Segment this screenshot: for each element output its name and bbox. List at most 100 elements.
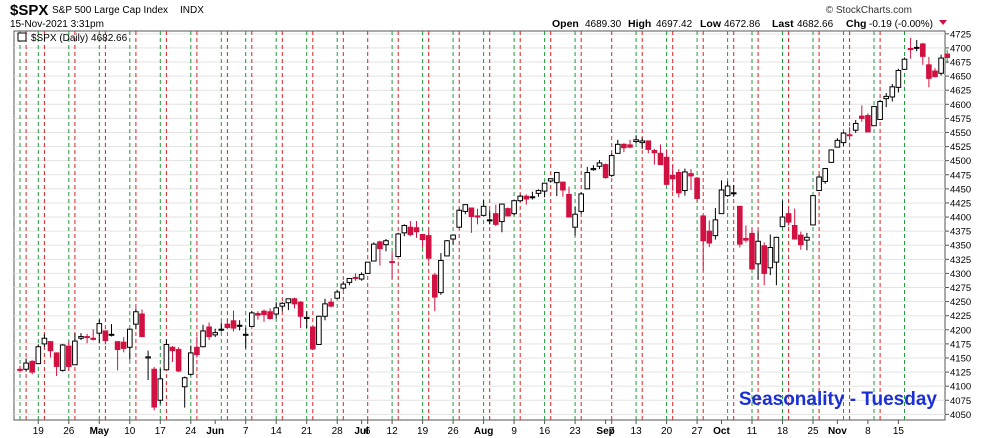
- candle-body: [627, 144, 633, 148]
- x-tick-label: 7: [609, 426, 615, 437]
- candle: [633, 135, 639, 144]
- candle-body: [602, 164, 609, 179]
- candle-body: [59, 344, 66, 371]
- candle: [773, 236, 780, 286]
- candle: [23, 358, 29, 372]
- candle-body: [450, 234, 456, 240]
- candle: [383, 239, 389, 252]
- candle: [432, 272, 438, 312]
- candle-body: [267, 311, 273, 320]
- candle: [895, 68, 902, 93]
- candle: [377, 240, 383, 266]
- candle-body: [822, 168, 829, 183]
- y-tick-label: 4475: [950, 170, 971, 181]
- candle-body: [511, 200, 517, 215]
- y-tick-label: 4550: [950, 128, 971, 139]
- candle: [517, 194, 524, 202]
- candle-body: [249, 312, 255, 327]
- candle: [852, 120, 859, 134]
- candle: [120, 337, 127, 353]
- candle: [395, 232, 401, 258]
- candle-body: [590, 168, 597, 171]
- candle-body: [901, 58, 908, 70]
- y-tick-label: 4625: [950, 86, 971, 97]
- candle-body: [889, 86, 896, 98]
- candle: [66, 341, 72, 371]
- candle: [743, 225, 749, 243]
- candle: [785, 209, 792, 226]
- candle: [676, 169, 682, 198]
- candle: [413, 220, 420, 238]
- candle: [608, 153, 615, 178]
- x-tick-label: 26: [448, 426, 460, 437]
- candle-body: [468, 207, 475, 217]
- candle: [261, 309, 267, 322]
- candle-body: [352, 276, 359, 279]
- candle-body: [432, 274, 438, 298]
- candle-body: [389, 261, 395, 264]
- legend: $SPX (Daily) 4682.66: [17, 32, 128, 44]
- y-tick-label: 4325: [950, 255, 971, 266]
- candle: [596, 160, 603, 170]
- candle-body: [340, 283, 347, 289]
- candle-body: [791, 225, 798, 240]
- candle: [871, 105, 877, 127]
- candle: [560, 181, 566, 197]
- candle-body: [730, 192, 737, 195]
- x-tick-label: 17: [155, 426, 167, 437]
- candle-body: [114, 341, 121, 351]
- candle-body: [358, 274, 365, 280]
- candle: [407, 220, 414, 237]
- candle-body: [938, 57, 944, 74]
- candle-body: [285, 298, 292, 304]
- candle-body: [547, 178, 554, 182]
- x-tick-label: 11: [747, 426, 758, 437]
- y-tick-label: 4125: [950, 368, 971, 379]
- candle-body: [255, 312, 261, 316]
- x-tick-label: 13: [631, 426, 643, 437]
- candle-body: [230, 320, 237, 329]
- candle-body: [206, 326, 212, 338]
- candle-body: [35, 346, 42, 365]
- candle: [627, 139, 633, 149]
- candle: [212, 328, 218, 338]
- candle-body: [810, 195, 816, 226]
- candle: [791, 208, 798, 240]
- candle-body: [224, 323, 231, 329]
- candle-body: [194, 346, 200, 356]
- high-value: 4697.42: [656, 19, 693, 30]
- candle-body: [865, 115, 871, 133]
- candle-body: [78, 336, 84, 339]
- candle-body: [798, 234, 804, 246]
- symbol: $SPX: [10, 2, 48, 19]
- candle-body: [66, 345, 72, 367]
- candle-body: [651, 150, 658, 154]
- candle: [615, 139, 621, 154]
- candle-body: [297, 301, 304, 317]
- y-tick-label: 4250: [950, 297, 971, 308]
- candle-body: [859, 115, 865, 119]
- candle: [303, 311, 310, 329]
- candle-body: [303, 316, 310, 320]
- candle-body: [371, 243, 377, 262]
- datetime: 15-Nov-2021 3:31pm: [10, 19, 104, 30]
- x-tick-label: 9: [511, 426, 517, 437]
- candle: [840, 131, 847, 147]
- candle: [163, 339, 170, 371]
- candle-body: [218, 328, 225, 331]
- candle-body: [737, 205, 743, 245]
- candle-body: [456, 209, 462, 228]
- candle-body: [139, 313, 145, 338]
- candle: [663, 149, 670, 185]
- candle: [541, 182, 548, 198]
- candle: [90, 329, 97, 341]
- candle-body: [541, 182, 548, 192]
- candle-body: [462, 204, 469, 212]
- y-tick-label: 4050: [950, 410, 971, 421]
- candle-body: [804, 236, 810, 241]
- seasonality-lines: [19, 31, 905, 420]
- y-tick-label: 4650: [950, 72, 971, 83]
- candle-body: [151, 368, 157, 408]
- candle-body: [181, 377, 188, 388]
